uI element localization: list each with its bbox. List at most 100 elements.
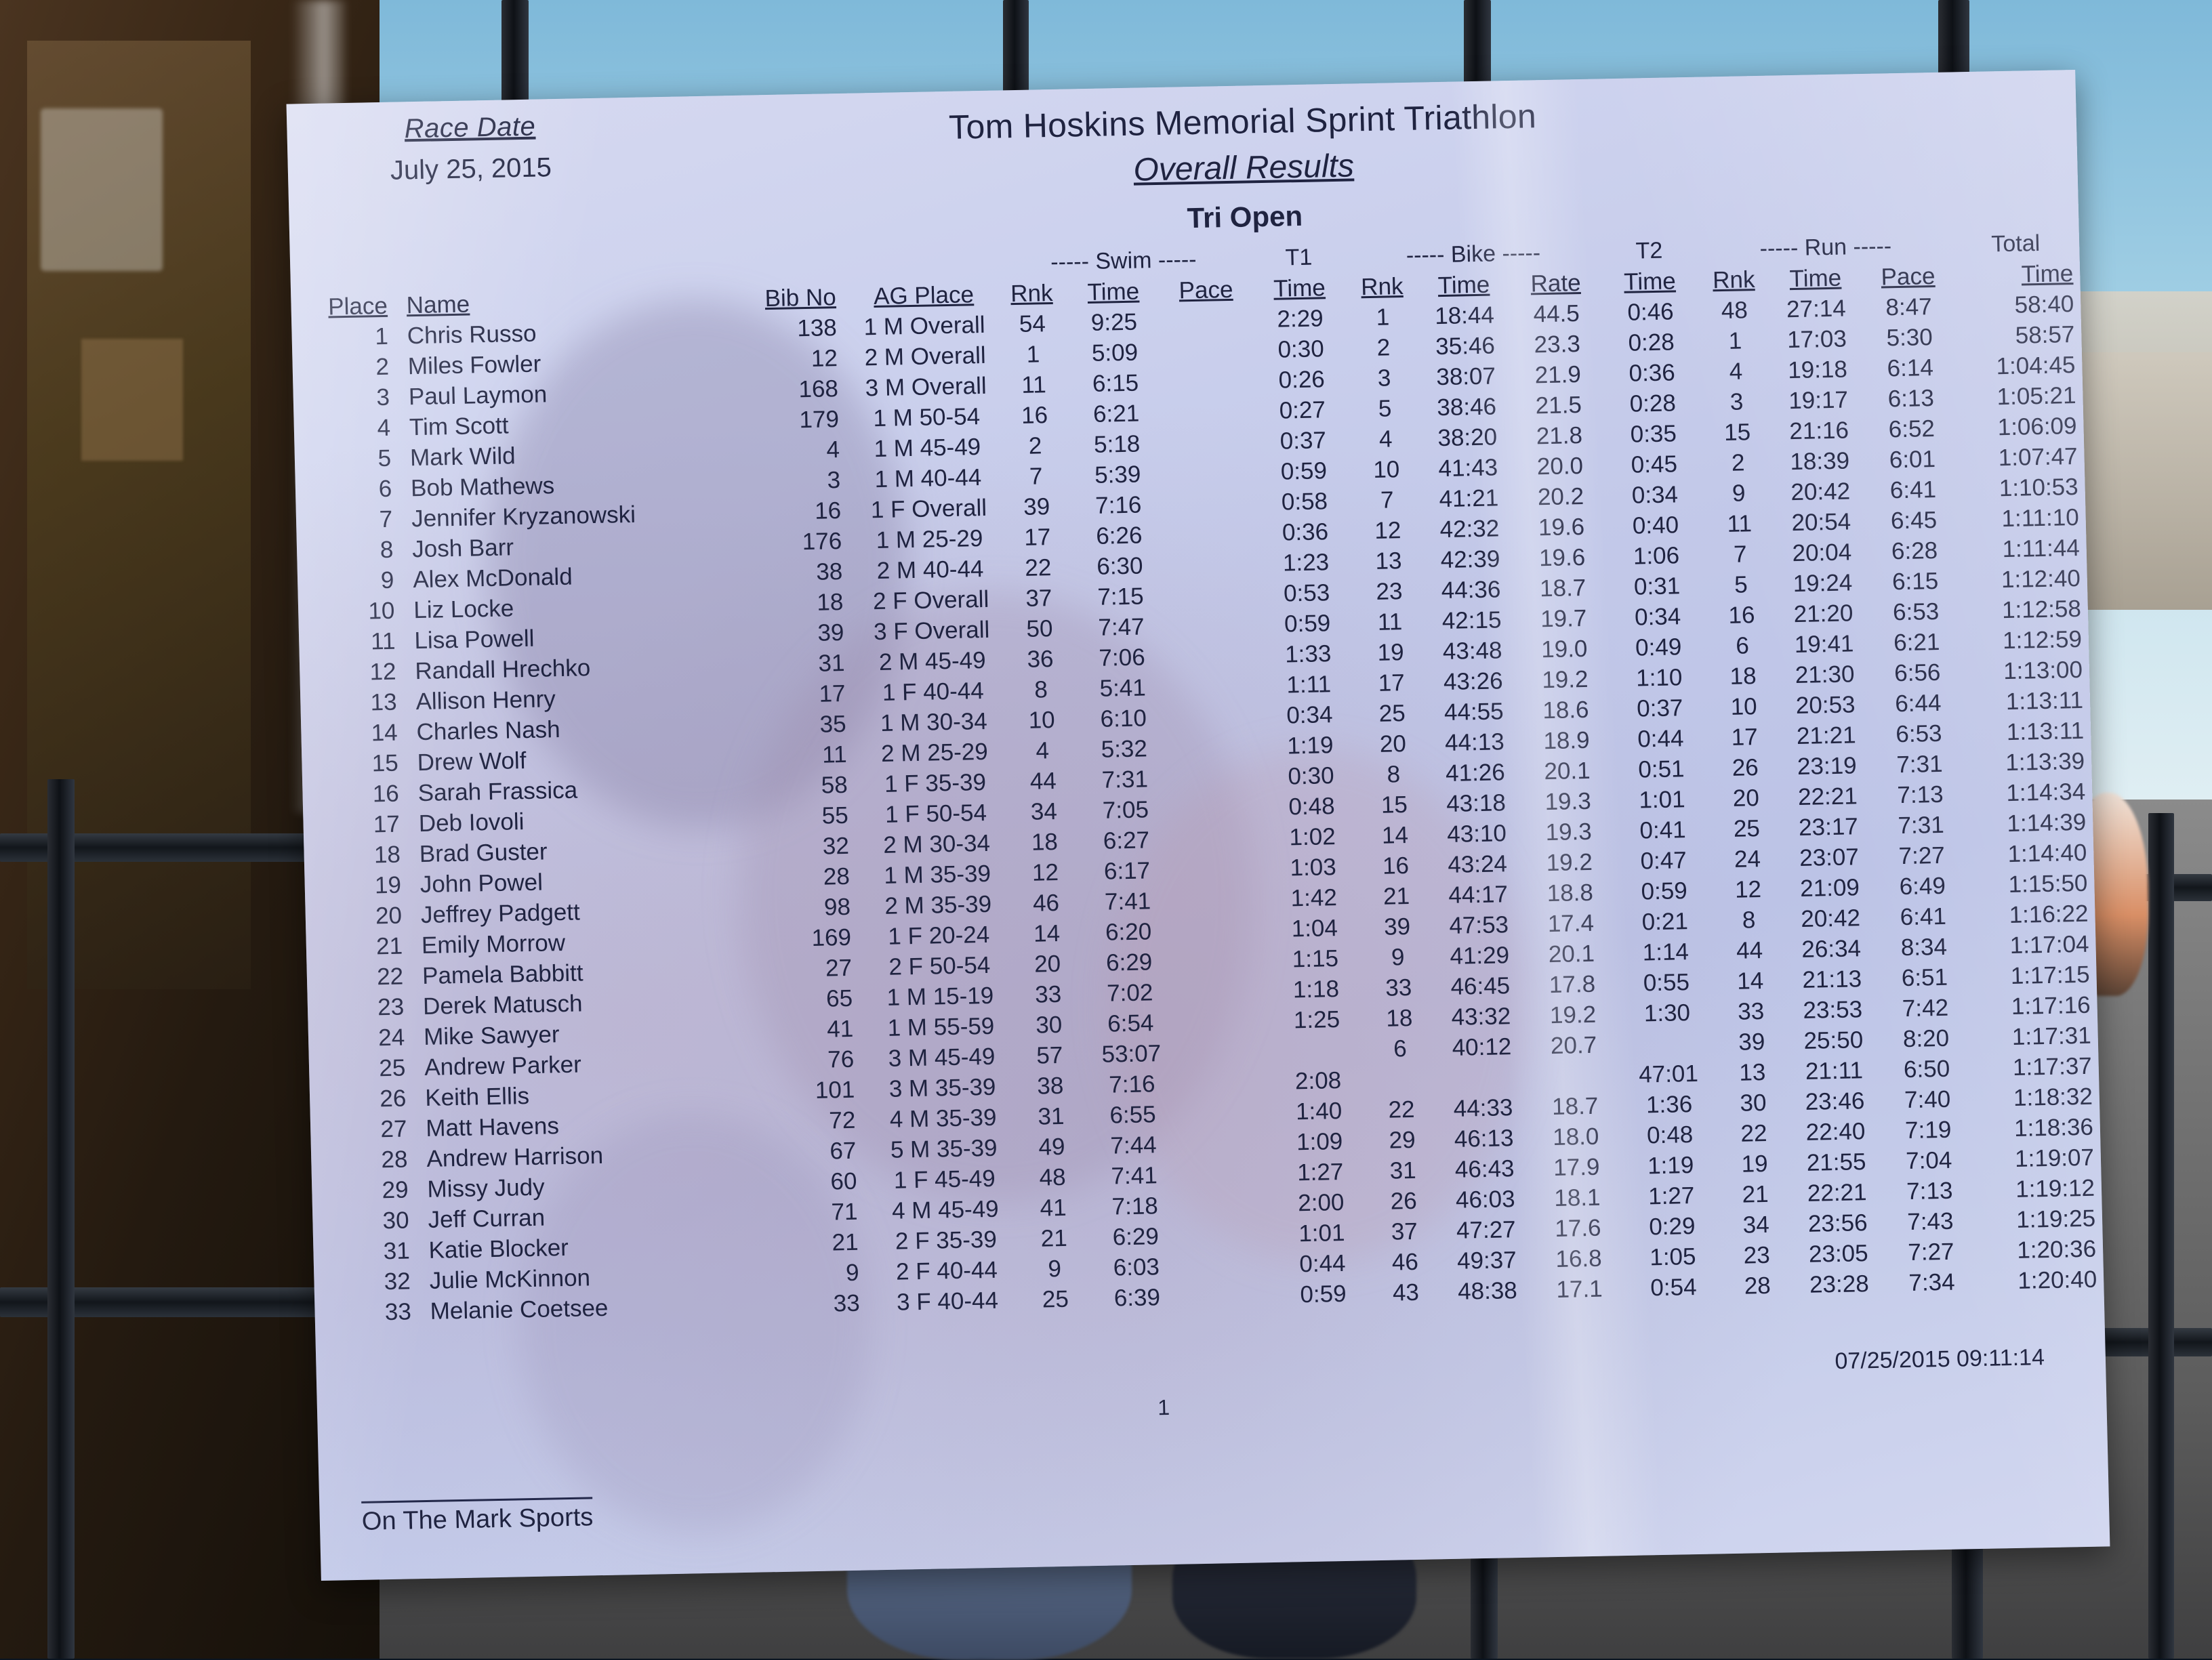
bike-time-cell: 43:32 bbox=[1451, 1002, 1511, 1031]
run-rank-cell: 10 bbox=[1730, 692, 1758, 720]
bike-rate-cell: 18.6 bbox=[1542, 696, 1589, 724]
t2-time-cell: 47:01 bbox=[1638, 1060, 1699, 1088]
ag-place-cell: 2 F 40-44 bbox=[895, 1256, 998, 1285]
bike-rank-cell: 39 bbox=[1383, 913, 1411, 940]
place-cell: 9 bbox=[380, 566, 394, 594]
t1-time-cell: 1:02 bbox=[1289, 823, 1336, 850]
swim-time-cell: 6:20 bbox=[1105, 917, 1152, 946]
bib-cell: 16 bbox=[814, 497, 842, 524]
swim-time-cell: 7:47 bbox=[1098, 613, 1145, 641]
bib-cell: 39 bbox=[817, 619, 844, 646]
bike-rank-cell: 6 bbox=[1393, 1035, 1408, 1062]
bike-rate-cell: 17.4 bbox=[1547, 909, 1595, 937]
run-rank-cell: 48 bbox=[1721, 296, 1748, 324]
t2-time-cell: 0:21 bbox=[1641, 907, 1689, 935]
bike-rank-cell: 2 bbox=[1376, 333, 1391, 361]
t1-time-cell: 0:27 bbox=[1279, 396, 1326, 424]
run-rank-cell: 2 bbox=[1731, 449, 1745, 476]
total-time-cell: 1:19:12 bbox=[2015, 1174, 2095, 1203]
swim-pace-cell bbox=[1181, 1097, 1271, 1129]
run-time-cell: 21:30 bbox=[1795, 660, 1855, 688]
t1-time-cell: 2:08 bbox=[1294, 1066, 1342, 1094]
swim-time-cell: 9:25 bbox=[1090, 308, 1138, 336]
swim-pace-cell bbox=[1165, 457, 1255, 489]
run-pace-cell: 6:49 bbox=[1899, 872, 1946, 900]
bike-rank-cell: 17 bbox=[1378, 669, 1406, 697]
total-time-cell: 1:12:40 bbox=[2001, 564, 2081, 593]
t1-time-cell: 1:09 bbox=[1296, 1127, 1343, 1155]
swim-rank-cell: 37 bbox=[1025, 584, 1052, 612]
bike-time-cell: 41:21 bbox=[1439, 484, 1499, 512]
t2-time-cell: 1:36 bbox=[1645, 1090, 1693, 1118]
ag-place-cell: 4 M 45-49 bbox=[891, 1195, 1000, 1224]
t1-time-cell: 0:53 bbox=[1283, 579, 1330, 607]
t1-time-cell: 1:19 bbox=[1286, 731, 1334, 759]
ag-place-cell: 1 M Overall bbox=[863, 311, 985, 340]
run-rank-cell: 26 bbox=[1732, 753, 1759, 781]
ag-place-cell: 3 F 40-44 bbox=[896, 1287, 999, 1316]
ag-place-cell: 1 F 50-54 bbox=[884, 799, 987, 828]
run-time-cell: 23:19 bbox=[1797, 751, 1858, 780]
group-header-swim: ----- Swim ----- bbox=[1050, 246, 1197, 276]
t2-time-cell: 0:29 bbox=[1648, 1212, 1696, 1240]
bike-rank-cell: 12 bbox=[1374, 516, 1401, 544]
col-header-bike-time: Time bbox=[1437, 271, 1490, 299]
swim-pace-cell bbox=[1164, 396, 1254, 428]
t2-time-cell: 1:30 bbox=[1643, 999, 1691, 1026]
swim-rank-cell: 57 bbox=[1036, 1041, 1063, 1069]
swim-rank-cell: 17 bbox=[1023, 523, 1051, 551]
swim-time-cell: 7:06 bbox=[1099, 643, 1146, 671]
swim-pace-cell bbox=[1184, 1249, 1274, 1282]
swim-pace-cell bbox=[1169, 609, 1259, 642]
garage-box bbox=[81, 339, 183, 461]
scaffold-post bbox=[1003, 0, 1029, 102]
bike-time-cell: 43:26 bbox=[1443, 667, 1503, 695]
bike-rate-cell: 20.2 bbox=[1537, 482, 1584, 510]
scaffold-post bbox=[2148, 813, 2174, 1659]
ag-place-cell: 2 M 45-49 bbox=[878, 646, 986, 676]
run-pace-cell: 7:13 bbox=[1906, 1177, 1953, 1205]
swim-time-cell: 7:02 bbox=[1106, 978, 1153, 1007]
ag-place-cell: 2 M 30-34 bbox=[882, 829, 991, 858]
swim-rank-cell: 10 bbox=[1028, 706, 1056, 734]
swim-time-cell: 6:03 bbox=[1113, 1253, 1160, 1281]
bib-cell: 138 bbox=[796, 314, 838, 341]
bike-rate-cell: 18.1 bbox=[1553, 1184, 1601, 1211]
total-time-cell: 58:57 bbox=[2015, 320, 2075, 349]
bike-rate-cell: 44.5 bbox=[1533, 299, 1580, 327]
t1-time-cell bbox=[1269, 1034, 1367, 1066]
run-pace-cell: 8:20 bbox=[1902, 1024, 1950, 1052]
bike-rate-cell: 20.1 bbox=[1544, 757, 1591, 785]
run-pace-cell: 6:41 bbox=[1900, 902, 1947, 930]
run-rank-cell: 18 bbox=[1729, 662, 1757, 690]
total-time-cell: 1:05:21 bbox=[1996, 381, 2076, 410]
name-cell: Melanie Coetsee bbox=[430, 1294, 609, 1325]
bib-cell: 3 bbox=[827, 466, 841, 493]
results-table-body: 1 Chris Russo 138 1 M Overall 54 9:25 2:29 1 18:… bbox=[319, 289, 2104, 1329]
swim-time-cell: 6:54 bbox=[1107, 1009, 1154, 1037]
bike-rate-cell: 19.2 bbox=[1549, 1001, 1597, 1029]
bike-time-cell: 44:17 bbox=[1448, 880, 1509, 909]
bike-time-cell: 46:13 bbox=[1454, 1124, 1514, 1153]
total-time-cell: 1:10:53 bbox=[1999, 473, 2079, 501]
ag-place-cell: 3 M 45-49 bbox=[888, 1043, 996, 1072]
swim-pace-cell bbox=[1179, 1036, 1269, 1068]
t2-time-cell: 0:51 bbox=[1637, 755, 1685, 783]
run-time-cell: 23:53 bbox=[1803, 995, 1863, 1024]
bike-rate-cell: 19.6 bbox=[1538, 543, 1586, 571]
bike-rank-cell: 5 bbox=[1378, 394, 1392, 422]
t2-time-cell: 0:55 bbox=[1643, 968, 1690, 996]
bike-time-cell: 40:12 bbox=[1452, 1033, 1512, 1061]
swim-time-cell: 6:30 bbox=[1096, 552, 1143, 580]
t1-time-cell: 0:37 bbox=[1279, 426, 1327, 455]
bike-rank-cell: 31 bbox=[1389, 1157, 1417, 1184]
run-time-cell: 22:21 bbox=[1807, 1178, 1867, 1207]
swim-rank-cell: 2 bbox=[1028, 432, 1042, 459]
bike-rank-cell: 16 bbox=[1382, 852, 1410, 879]
run-rank-cell: 17 bbox=[1731, 723, 1759, 751]
total-time-cell: 1:17:15 bbox=[2010, 961, 2091, 989]
bib-cell: 168 bbox=[798, 375, 839, 402]
total-time-cell: 1:11:44 bbox=[2002, 534, 2081, 562]
swim-rank-cell: 16 bbox=[1021, 401, 1048, 429]
bib-cell: 176 bbox=[802, 527, 842, 555]
